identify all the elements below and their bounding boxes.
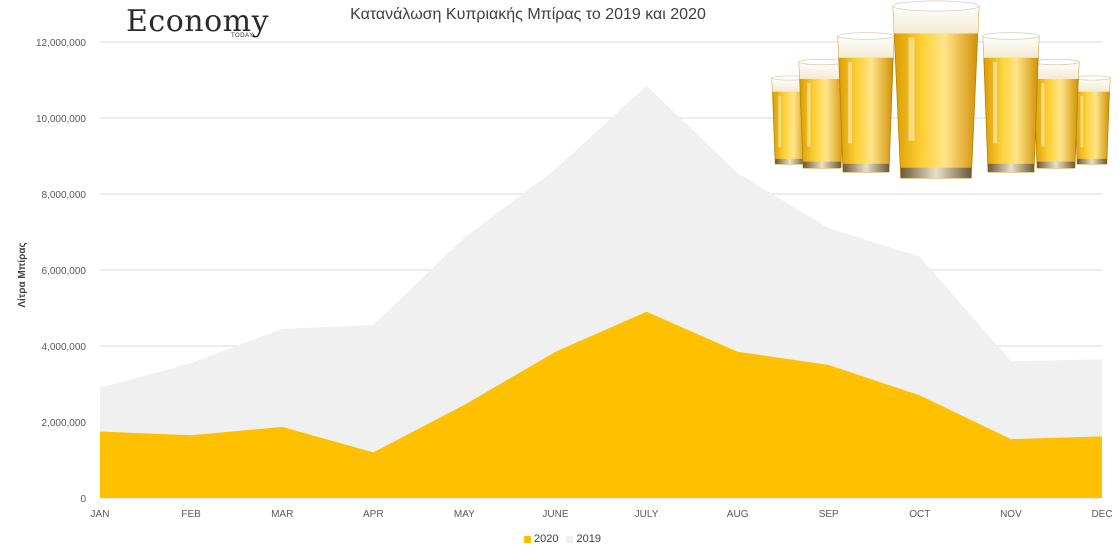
legend-item-2019: 2019 — [566, 533, 601, 545]
legend-label-2019: 2019 — [576, 533, 601, 545]
y-tick-label: 12,000,000 — [36, 38, 86, 49]
legend-swatch-2020 — [524, 535, 531, 543]
legend-label-2020: 2020 — [534, 533, 559, 545]
y-tick-label: 8,000,000 — [42, 190, 87, 201]
legend-item-2020: 2020 — [524, 533, 558, 545]
x-tick-label: FEB — [181, 509, 201, 520]
x-tick-label: APR — [363, 509, 384, 520]
beer-glass — [1032, 58, 1080, 169]
x-tick-label: AUG — [727, 509, 749, 520]
y-tick-label: 4,000,000 — [42, 342, 87, 353]
x-tick-label: NOV — [1000, 509, 1022, 520]
y-tick-label: 10,000,000 — [36, 114, 86, 125]
y-tick-label: 2,000,000 — [42, 418, 87, 429]
chart-legend: 2020 2019 — [524, 533, 609, 545]
logo-sub-text: TODAY — [231, 33, 254, 39]
x-tick-label: MAR — [271, 509, 293, 520]
x-tick-label: OCT — [909, 509, 930, 520]
y-axis-ticks: 0 2,000,000 4,000,000 6,000,000 8,000,000 10,… — [36, 38, 87, 505]
beer-glass — [771, 75, 809, 165]
x-tick-label: JULY — [635, 509, 659, 520]
chart-title: Κατανάλωση Κυπριακής Μπίρας το 2019 και … — [350, 6, 706, 23]
beer-glass — [982, 32, 1040, 173]
area-series-2020 — [100, 311, 1102, 498]
x-tick-label: MAY — [454, 509, 475, 520]
beer-glass — [837, 32, 895, 173]
legend-swatch-2019 — [566, 535, 574, 543]
series-areas — [100, 85, 1102, 498]
x-tick-label: JUNE — [542, 509, 568, 520]
beer-glass — [1073, 75, 1111, 165]
x-tick-label: JAN — [91, 509, 110, 520]
y-axis-label: Λίτρα Μπίρας — [17, 242, 28, 307]
beer-glass — [892, 0, 980, 179]
y-tick-label: 6,000,000 — [42, 266, 87, 277]
y-tick-label: 0 — [80, 494, 86, 505]
beer-glasses-icon — [771, 0, 1111, 179]
logo-main-text: Economy — [126, 4, 270, 39]
x-axis-ticks: JAN FEB MAR APR MAY JUNE JULY AUG SEP OCT NOV DEC — [91, 509, 1113, 520]
beer-glass — [798, 58, 846, 169]
economy-today-logo: Economy TODAY — [126, 2, 269, 42]
x-tick-label: SEP — [819, 509, 839, 520]
x-tick-label: DEC — [1091, 509, 1112, 520]
